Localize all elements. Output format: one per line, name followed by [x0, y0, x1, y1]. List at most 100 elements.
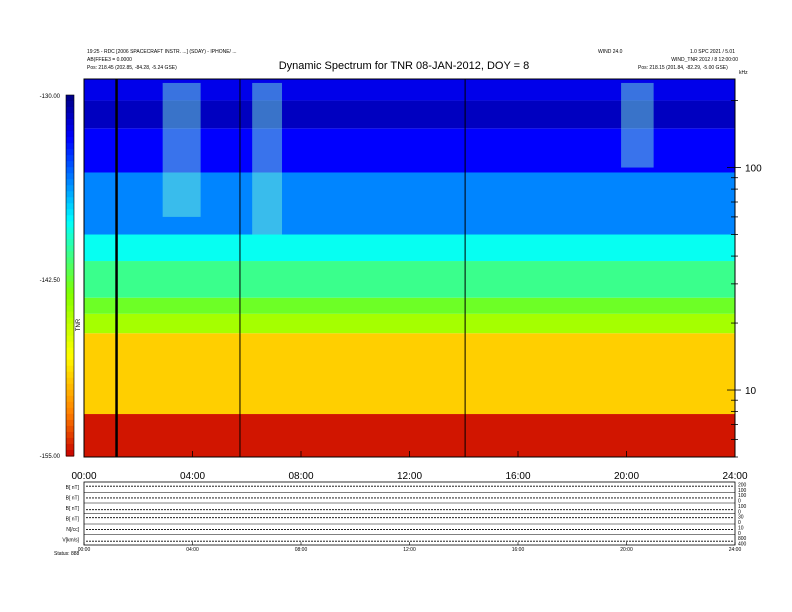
colorbar-segment [66, 365, 74, 373]
panel-label: B[ nT] [66, 506, 80, 512]
colorbar-segment [66, 179, 74, 186]
colorbar-segment [66, 239, 74, 247]
colorbar-segment [66, 371, 74, 379]
panel-status-label: Status: 888 [54, 551, 80, 557]
panel-right-label: 10 [738, 525, 744, 531]
x-tick-label: 08:00 [288, 471, 313, 482]
colorbar-segment [66, 323, 74, 331]
colorbar-label: TNR [76, 318, 82, 331]
colorbar-segment [66, 269, 74, 277]
spectrum-band [84, 234, 735, 262]
y-tick-label: 10 [745, 386, 757, 397]
colorbar-segment [66, 437, 74, 445]
panel-right-label: 100 [738, 504, 747, 510]
panel-label: B[ nT] [66, 485, 80, 491]
colorbar-segment [66, 245, 74, 253]
colorbar-segment [66, 353, 74, 361]
panel-label: N[/cc] [66, 527, 79, 533]
header-left-3: Pos: 218.45 (202.85, -84.28, -5.24 GSE) [87, 65, 177, 71]
x-tick-label: 04:00 [180, 471, 205, 482]
spectrogram [84, 79, 735, 457]
colorbar-segment [66, 101, 74, 108]
colorbar-segment [66, 173, 74, 180]
header-left-2: AB(FFEE3 = 0.0000 [87, 57, 132, 63]
colorbar-segment [66, 155, 74, 162]
colorbar-segment [66, 197, 74, 204]
header-right-2: 1.0 SPC 2021 / 5.01 [690, 49, 735, 55]
colorbar-segment [66, 263, 74, 271]
colorbar-segment [66, 275, 74, 283]
colorbar-segment [66, 293, 74, 301]
panel-right-label: 100 [738, 488, 747, 494]
panel-x-tick-label: 08:00 [295, 547, 308, 553]
colorbar-segment [66, 407, 74, 415]
panel-x-tick-label: 00:00 [78, 547, 91, 553]
colorbar-segment [66, 413, 74, 421]
colorbar-segment [66, 185, 74, 192]
spectrum-band [84, 172, 735, 235]
spectrum-band [84, 333, 735, 415]
colorbar-segment [66, 149, 74, 156]
panel-label: B[ nT] [66, 516, 80, 522]
panel-label: B[ nT] [66, 495, 80, 501]
y-unit-label: kHz [739, 70, 748, 76]
spectrum-band [84, 100, 735, 129]
colorbar-segment [66, 143, 74, 150]
spectrum-band [84, 313, 735, 334]
x-tick-label: 12:00 [397, 471, 422, 482]
x-tick-label: 16:00 [505, 471, 530, 482]
colorbar-segment [66, 227, 74, 234]
panel-right-label: 0 [738, 520, 741, 526]
colorbar-tick-label: -155.00 [40, 454, 61, 460]
colorbar-segment [66, 335, 74, 343]
spectrum-band [84, 297, 735, 314]
colorbar-segment [66, 299, 74, 307]
spectrum-band [84, 261, 735, 298]
spectrogram-gaps [115, 79, 466, 457]
panel-right-label: 200 [738, 483, 747, 489]
panel-label: V[km/s] [62, 537, 79, 543]
bottom-panels: B[ nT] B[ nT] B[ nT] B[ nT] N[/cc] V[km/s] 200… [54, 481, 747, 557]
colorbar-segment [66, 359, 74, 367]
y-tick-label: 100 [745, 164, 762, 175]
x-tick-label: 00:00 [71, 471, 96, 482]
colorbar-segment [66, 95, 74, 102]
header-left-1: 19:25 - RDC [2006 SPACECRAFT INSTR. ...]… [87, 49, 236, 55]
colorbar-segment [66, 221, 74, 228]
colorbar-segment [66, 281, 74, 289]
colorbar-segment [66, 137, 74, 144]
radio-burst [252, 82, 283, 235]
header-right-3: WIND_TNR 2012 / 8 12:00:00 [671, 57, 738, 63]
colorbar-tick-label: -142.50 [40, 278, 61, 284]
radio-burst [162, 82, 201, 217]
colorbar-segment [66, 287, 74, 295]
panel-x-tick-label: 20:00 [620, 547, 633, 553]
colorbar-segment [66, 347, 74, 355]
colorbar-segment [66, 209, 74, 216]
header-right-1: WIND 24.0 [598, 49, 623, 55]
panel-right-label: 800 [738, 536, 747, 542]
colorbar-segment [66, 377, 74, 385]
colorbar-segment [66, 251, 74, 259]
colorbar-frame [65, 94, 75, 457]
panel-right-label: 400 [738, 542, 747, 548]
colorbar-segment [66, 449, 74, 457]
colorbar-segment [66, 161, 74, 168]
spectrum-band [84, 79, 735, 101]
colorbar-segment [66, 383, 74, 391]
colorbar-segment [66, 317, 74, 325]
panel-x-tick-label: 04:00 [186, 547, 199, 553]
panel-x-tick-label: 24:00 [729, 547, 742, 553]
colorbar-segment [66, 203, 74, 210]
radio-burst [621, 82, 654, 168]
colorbar-segment [66, 425, 74, 433]
colorbar-segment [66, 107, 74, 114]
colorbar-segment [66, 341, 74, 349]
colorbar-segment [66, 395, 74, 403]
colorbar-segment [66, 131, 74, 138]
panel-right-label: 0 [738, 531, 741, 537]
x-axis: 00:00 04:00 08:00 12:00 16:00 20:00 24:00 [71, 451, 748, 482]
spectrum-band [84, 128, 735, 173]
panel-right-label: 100 [738, 493, 747, 499]
